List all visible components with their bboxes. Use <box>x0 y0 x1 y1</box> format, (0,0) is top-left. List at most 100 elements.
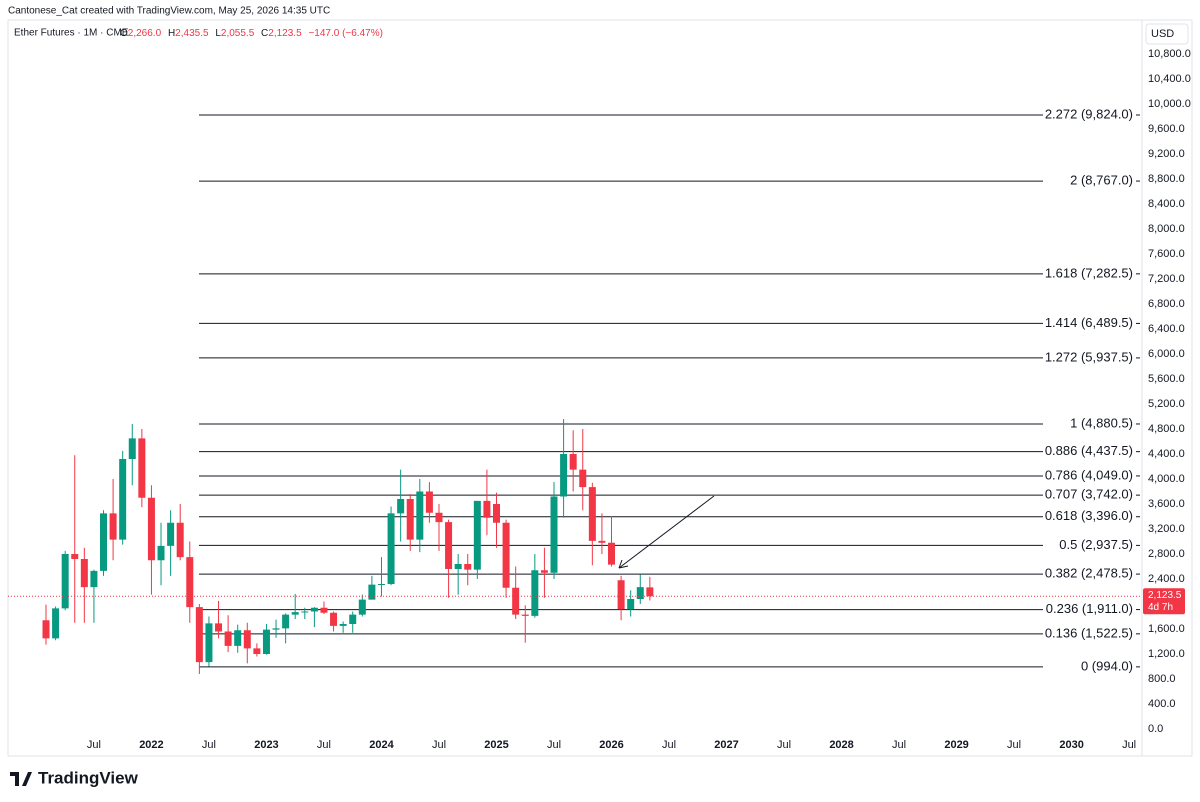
candle-body <box>224 631 232 646</box>
candle-body <box>425 491 433 513</box>
candle-body <box>608 542 616 565</box>
y-tick-label: 2,800.0 <box>1148 548 1185 560</box>
y-tick-label: 10,800.0 <box>1148 48 1191 60</box>
candle-body <box>71 554 79 559</box>
candle-body <box>560 454 568 497</box>
candle-body <box>349 614 357 624</box>
fib-label: 2 (8,767.0) <box>1070 173 1133 188</box>
candle-body <box>310 607 318 612</box>
annotation-arrow <box>618 495 715 569</box>
candle-body <box>502 522 510 588</box>
close-key: C <box>261 28 268 39</box>
x-tick-label: 2027 <box>714 739 738 751</box>
candle-body <box>416 491 424 540</box>
candle-body <box>579 469 587 488</box>
candle-body <box>339 624 347 626</box>
x-tick-label: 2024 <box>369 739 394 751</box>
y-tick-label: 800.0 <box>1148 673 1176 685</box>
y-tick-label: 10,000.0 <box>1148 98 1191 110</box>
candle-body <box>330 612 338 626</box>
currency: USD <box>1151 28 1174 40</box>
fib-label: 1.618 (7,282.5) <box>1045 265 1133 280</box>
x-tick-label: 2023 <box>254 739 278 751</box>
y-tick-label: 8,000.0 <box>1148 223 1185 235</box>
candle-body <box>588 487 596 541</box>
y-tick-label: 9,600.0 <box>1148 123 1185 135</box>
y-tick-label: 2,400.0 <box>1148 573 1185 585</box>
candle-body <box>253 648 261 654</box>
candle-body <box>42 620 50 639</box>
candle-body <box>167 522 175 546</box>
candle-body <box>627 599 635 609</box>
candle-body <box>100 513 108 571</box>
fib-label: 0.707 (3,742.0) <box>1045 487 1133 502</box>
y-tick-label: 0.0 <box>1148 723 1163 735</box>
credit: Cantonese_Cat created with TradingView.c… <box>8 6 330 17</box>
last-price-box <box>1143 588 1185 615</box>
x-tick-label: 2026 <box>599 739 623 751</box>
candle-body <box>61 554 69 609</box>
candle-body <box>119 459 127 540</box>
ohlc-header: O2,266.0 H2,435.5 L2,055.5 C2,123.5 −147… <box>120 28 383 39</box>
fib-label: 0.136 (1,522.5) <box>1045 625 1133 640</box>
chart-frame <box>7 19 1193 757</box>
low: 2,055.5 <box>221 28 255 39</box>
candle-body <box>406 499 414 540</box>
y-tick-label: 1,600.0 <box>1148 623 1185 635</box>
candle-body <box>90 570 98 588</box>
candle-body <box>636 587 644 599</box>
candle-body <box>138 438 146 498</box>
high: 2,435.5 <box>175 28 209 39</box>
fib-label: 0.236 (1,911.0) <box>1046 601 1133 616</box>
candle-body <box>205 623 213 663</box>
y-tick-label: 6,000.0 <box>1148 348 1185 360</box>
x-tick-label: 2030 <box>1059 739 1083 751</box>
candle-body <box>128 438 136 459</box>
candle-body <box>52 608 60 639</box>
fib-label: 1 (4,880.5) <box>1070 415 1133 430</box>
fib-label: 0.382 (2,478.5) <box>1045 566 1133 581</box>
x-tick-label: Jul <box>1007 739 1021 751</box>
x-tick-label: 2028 <box>829 739 853 751</box>
y-tick-label: 5,600.0 <box>1148 373 1185 385</box>
x-tick-label: 2029 <box>944 739 968 751</box>
candle-body <box>320 607 328 613</box>
fib-label: 0.786 (4,049.0) <box>1045 467 1133 482</box>
y-tick-label: 6,400.0 <box>1148 323 1185 335</box>
candle-body <box>445 522 453 569</box>
y-tick-label: 4,800.0 <box>1148 423 1185 435</box>
open-key: O <box>120 28 128 39</box>
y-tick-label: 4,000.0 <box>1148 473 1185 485</box>
candle-body <box>301 611 309 613</box>
candle-body <box>598 540 606 543</box>
candle-body <box>512 587 520 615</box>
candle-body <box>215 623 223 632</box>
candle-body <box>387 513 395 584</box>
symbol: Ether Futures · 1M · CME <box>14 28 129 39</box>
y-tick-label: 10,400.0 <box>1148 73 1191 85</box>
y-tick-label: 1,200.0 <box>1148 648 1185 660</box>
candle-body <box>109 513 117 540</box>
y-tick-label: 3,200.0 <box>1148 523 1185 535</box>
candle-body <box>521 614 529 616</box>
candle-body <box>492 504 500 523</box>
candle-body <box>454 564 462 569</box>
candle-body <box>435 512 443 523</box>
x-tick-label: Jul <box>662 739 676 751</box>
y-tick-label: 400.0 <box>1148 698 1176 710</box>
candle-body <box>617 580 625 609</box>
y-tick-label: 5,200.0 <box>1148 398 1185 410</box>
candle-body <box>234 630 242 646</box>
candle-body <box>291 612 299 615</box>
fib-label: 0.618 (3,396.0) <box>1045 508 1133 523</box>
currency-box <box>1145 23 1189 45</box>
candle-body <box>282 614 290 629</box>
open: 2,266.0 <box>128 28 162 39</box>
candle-body <box>397 499 405 514</box>
candle-body <box>646 587 654 597</box>
y-tick-label: 4,400.0 <box>1148 448 1185 460</box>
change: −147.0 (−6.47%) <box>308 28 383 39</box>
y-tick-label: 6,800.0 <box>1148 298 1185 310</box>
